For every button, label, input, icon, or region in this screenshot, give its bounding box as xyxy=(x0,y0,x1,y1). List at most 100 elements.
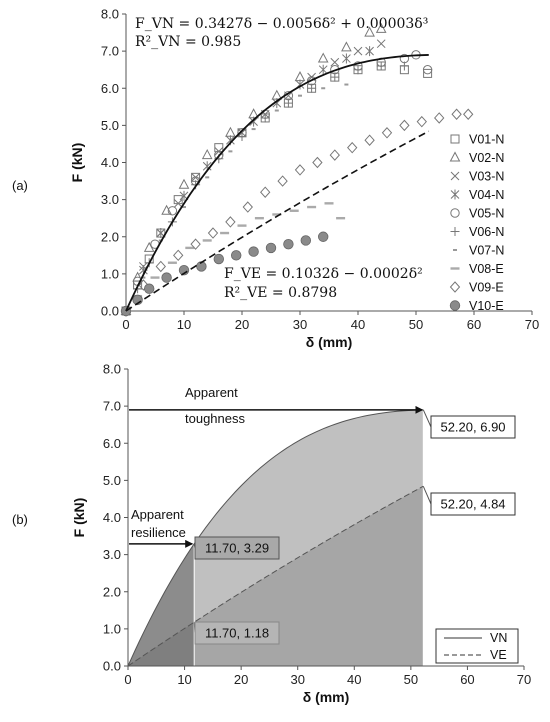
data-point xyxy=(344,83,349,86)
data-point xyxy=(161,204,172,215)
callout-box xyxy=(430,492,516,516)
data-point xyxy=(353,65,363,75)
data-point xyxy=(450,134,460,144)
legend-vn-label: VN xyxy=(490,631,507,645)
data-point xyxy=(353,46,363,56)
data-point xyxy=(416,115,427,128)
vn-end-callout: 52.20, 6.90 xyxy=(422,409,516,439)
data-point xyxy=(143,283,155,294)
data-point xyxy=(242,201,253,213)
data-point xyxy=(341,41,352,52)
data-point xyxy=(318,231,329,242)
data-point xyxy=(330,72,340,82)
data-point xyxy=(307,83,317,93)
data-point xyxy=(178,178,190,189)
a-x-tick-label: 50 xyxy=(409,317,423,332)
callout-leader xyxy=(422,409,432,428)
ve-end-callout: 52.20, 4.84 xyxy=(422,486,516,516)
data-point xyxy=(364,26,375,37)
a-y-tick-label: 3.0 xyxy=(101,192,119,207)
callout-text: 11.70, 3.29 xyxy=(205,541,269,556)
legend-label: V04-N xyxy=(469,188,504,202)
data-point xyxy=(284,91,293,101)
data-point xyxy=(155,260,166,273)
toughness-label: toughness xyxy=(185,411,245,426)
data-point xyxy=(220,231,230,235)
callout-text: 52.20, 4.84 xyxy=(440,497,505,512)
vn-res-callout: 11.70, 3.29 xyxy=(193,536,280,560)
legend-label: V10-E xyxy=(469,299,504,313)
data-point xyxy=(260,186,271,198)
b-y-tick-label: 1.0 xyxy=(103,621,121,636)
data-point xyxy=(449,281,461,293)
b-x-tick-label: 10 xyxy=(177,672,191,687)
data-point xyxy=(202,239,212,242)
data-point xyxy=(365,46,374,57)
data-point xyxy=(324,202,334,205)
data-point xyxy=(317,52,329,63)
data-point xyxy=(399,61,409,71)
b-x-tick-label: 70 xyxy=(517,672,531,687)
data-point xyxy=(254,216,264,220)
b-x-tick-label: 60 xyxy=(460,672,474,687)
vn-curve xyxy=(127,409,424,667)
ve-curve xyxy=(127,485,424,667)
b-x-tick-label: 40 xyxy=(347,672,361,687)
data-point xyxy=(249,116,258,127)
callout-text: 52.20, 6.90 xyxy=(440,420,505,435)
a-y-tick-label: 6.0 xyxy=(101,81,119,96)
callout-box xyxy=(430,415,516,439)
data-point xyxy=(375,22,387,33)
data-point xyxy=(451,108,462,120)
ve-area xyxy=(128,486,424,666)
data-point xyxy=(173,195,183,205)
callout-text: 11.70, 1.18 xyxy=(205,626,269,641)
b-x-tick-label: 50 xyxy=(404,672,418,687)
a-y-tick-label: 4.0 xyxy=(101,155,119,170)
b-legend: VN VE xyxy=(435,628,519,664)
a-y-axis-label: F (kN) xyxy=(69,143,85,183)
data-point xyxy=(450,189,460,200)
legend-label: V03-N xyxy=(469,170,504,184)
b-y-tick-label: 8.0 xyxy=(103,362,121,377)
data-point xyxy=(225,126,236,137)
data-point xyxy=(399,119,410,132)
data-point xyxy=(265,242,277,254)
data-point xyxy=(307,205,317,209)
data-point xyxy=(237,224,247,227)
data-point xyxy=(381,127,393,139)
data-point xyxy=(230,250,242,261)
data-point xyxy=(450,208,460,218)
legend-ve-label: VE xyxy=(490,648,507,662)
a-y-tick-label: 2.0 xyxy=(101,229,119,244)
b-y-tick-label: 5.0 xyxy=(103,473,121,488)
a-y-tick-label: 5.0 xyxy=(101,118,119,133)
data-point xyxy=(225,216,236,228)
b-y-tick-label: 6.0 xyxy=(103,436,121,451)
data-point xyxy=(260,113,270,123)
data-point xyxy=(283,98,293,108)
data-point xyxy=(329,149,340,161)
vn-equation: F_VN = 0.3427δ − 0.0056δ² + 0.00003δ³ xyxy=(135,16,428,32)
data-point xyxy=(272,98,282,109)
data-point xyxy=(182,206,186,209)
data-point xyxy=(294,164,306,176)
a-panel-label: (a) xyxy=(12,178,28,193)
a-x-tick-label: 10 xyxy=(177,317,191,332)
ve-equation: F_VE = 0.1032δ − 0.0002δ² xyxy=(224,266,423,282)
legend-label: V09-E xyxy=(469,281,504,295)
data-point xyxy=(450,267,460,270)
b-y-tick-label: 3.0 xyxy=(103,547,121,562)
data-point xyxy=(422,64,433,75)
data-point xyxy=(376,39,386,49)
b-x-tick-label: 30 xyxy=(290,672,304,687)
data-point xyxy=(141,276,146,279)
data-point xyxy=(274,109,279,112)
data-point xyxy=(173,198,183,208)
data-point xyxy=(272,213,282,216)
data-point xyxy=(376,61,386,71)
data-point xyxy=(213,253,225,265)
legend-label: V05-N xyxy=(469,207,504,221)
a-y-tick-label: 1.0 xyxy=(101,266,119,281)
